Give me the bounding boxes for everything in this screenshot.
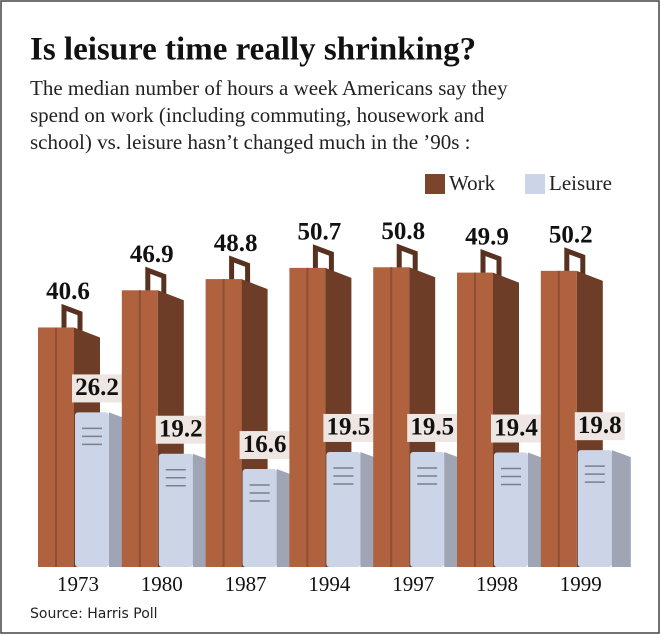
value-label: 48.8 [214,230,258,257]
x-tick-label: 1994 [308,572,351,596]
legend-label: Leisure [549,171,612,195]
leisure-bar [494,453,547,567]
page: Is leisure time really shrinking? The me… [0,0,661,635]
leisure-bar [578,450,631,567]
bar-front [243,469,277,567]
chart: Is leisure time really shrinking? The me… [0,0,661,635]
x-tick-label: 1987 [225,572,267,596]
value-label: 19.4 [494,414,538,441]
x-tick-label: 1980 [141,572,183,596]
bar-front [494,453,528,567]
source: Source: Harris Poll [30,606,158,622]
leisure-bar [159,454,212,567]
x-tick-label: 1998 [476,572,518,596]
legend-label: Work [449,171,496,195]
value-label: 50.8 [381,218,425,245]
value-label: 16.6 [243,431,287,458]
subtitle-line: spend on work (including commuting, hous… [30,103,485,127]
value-label: 19.2 [159,415,203,442]
value-label: 26.2 [75,374,119,401]
subtitle-line: The median number of hours a week Americ… [30,76,508,100]
legend-swatch [525,174,545,194]
value-label: 46.9 [130,241,174,268]
value-label: 40.6 [46,278,90,305]
x-tick-label: 1973 [57,572,99,596]
leisure-bar [410,452,463,567]
subtitle-line: school) vs. leisure hasn’t changed much … [30,130,471,154]
leisure-bar [326,452,379,567]
bar-front [410,452,444,567]
bar-side [612,450,631,567]
bar-front [326,452,360,567]
bar-front [159,454,193,567]
value-label: 19.5 [410,414,454,441]
value-label: 49.9 [465,223,509,250]
value-label: 50.7 [298,219,342,246]
value-label: 19.8 [578,412,622,439]
value-label: 50.2 [549,222,593,249]
bar-front [75,412,109,567]
legend-swatch [425,174,445,194]
leisure-bar [75,412,128,567]
bar-front [578,450,612,567]
leisure-bar [243,469,296,567]
x-tick-label: 1999 [560,572,602,596]
chart-title: Is leisure time really shrinking? [30,32,476,68]
value-label: 19.5 [327,414,371,441]
x-tick-label: 1997 [392,572,434,596]
